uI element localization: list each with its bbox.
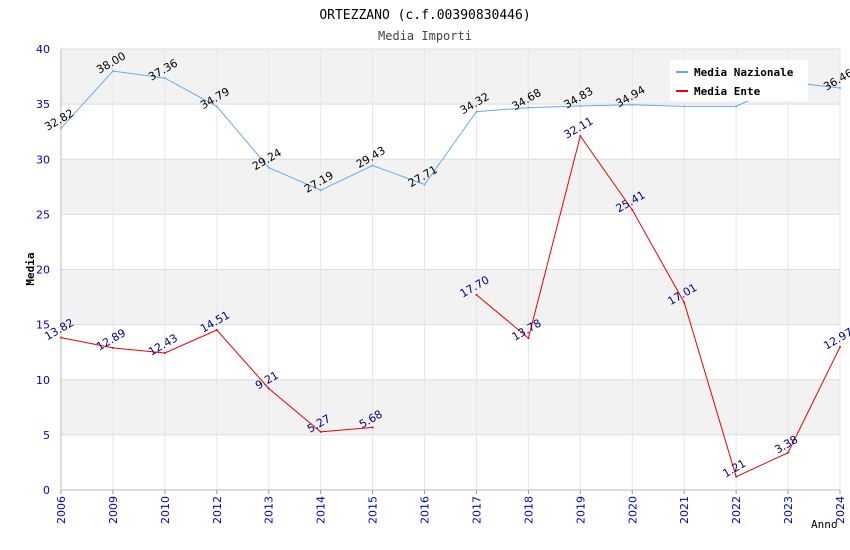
y-tick-label: 35 bbox=[36, 98, 50, 111]
x-tick-label: 2010 bbox=[159, 496, 172, 524]
data-point-media-nazionale bbox=[839, 87, 841, 90]
plot-band bbox=[61, 434, 840, 490]
data-point-media-nazionale bbox=[267, 166, 270, 169]
plot-band bbox=[61, 324, 840, 380]
data-point-media-ente bbox=[215, 329, 218, 332]
data-point-media-ente bbox=[163, 351, 166, 354]
x-tick-label: 2013 bbox=[263, 496, 276, 524]
x-tick-label: 2018 bbox=[522, 496, 535, 524]
y-tick-label: 10 bbox=[36, 374, 50, 387]
x-tick-label: 2006 bbox=[55, 496, 68, 524]
data-point-media-nazionale bbox=[371, 164, 374, 167]
y-tick-label: 20 bbox=[36, 264, 50, 277]
data-point-media-nazionale bbox=[475, 110, 478, 113]
y-tick-label: 30 bbox=[36, 153, 50, 166]
data-point-media-ente bbox=[319, 430, 322, 433]
plot-band bbox=[61, 104, 840, 160]
series-line-media-ente bbox=[476, 134, 841, 478]
data-point-media-nazionale bbox=[111, 70, 114, 73]
legend-label-media-nazionale: Media Nazionale bbox=[694, 66, 794, 79]
x-tick-label: 2015 bbox=[367, 496, 380, 524]
data-point-media-nazionale bbox=[527, 106, 530, 109]
legend-label-media-ente: Media Ente bbox=[694, 85, 761, 98]
data-point-media-nazionale bbox=[683, 105, 686, 108]
y-tick-label: 25 bbox=[36, 208, 50, 221]
data-point-media-ente bbox=[267, 387, 270, 390]
y-axis-title: Media bbox=[24, 252, 37, 285]
y-tick-label: 0 bbox=[43, 484, 50, 497]
data-point-media-nazionale bbox=[60, 127, 62, 130]
x-tick-label: 2019 bbox=[574, 496, 587, 524]
data-point-media-ente bbox=[787, 451, 790, 454]
x-tick-label: 2017 bbox=[470, 496, 483, 524]
data-point-media-nazionale bbox=[163, 77, 166, 80]
series-line-media-nazionale bbox=[60, 70, 841, 191]
series-layer bbox=[60, 70, 841, 478]
chart-title: ORTEZZANO (c.f.00390830446) bbox=[319, 8, 530, 23]
plot-band bbox=[61, 269, 840, 325]
data-point-media-ente bbox=[475, 293, 478, 296]
legend-box bbox=[670, 60, 808, 101]
axes: 0 5 10 15 20 25 30 35 40 2006 2009 2010 2012 2013 2014… bbox=[36, 43, 847, 524]
x-tick-label: 2009 bbox=[107, 496, 120, 524]
data-point-media-ente bbox=[631, 208, 634, 211]
plot-band bbox=[61, 379, 840, 435]
x-tick-label: 2014 bbox=[315, 496, 328, 524]
data-point-media-nazionale bbox=[735, 105, 738, 108]
x-tick-label: 2024 bbox=[834, 496, 847, 524]
y-tick-label: 15 bbox=[36, 319, 50, 332]
data-point-media-nazionale bbox=[319, 189, 322, 192]
x-axis-title: Anno bbox=[811, 518, 838, 531]
y-tick-label: 5 bbox=[43, 429, 50, 442]
data-point-media-ente bbox=[371, 426, 374, 429]
x-tick-label: 2022 bbox=[730, 496, 743, 524]
data-point-media-ente bbox=[579, 134, 582, 137]
x-tick-label: 2016 bbox=[419, 496, 432, 524]
data-point-media-ente bbox=[683, 301, 686, 304]
x-tick-label: 2012 bbox=[211, 496, 224, 524]
data-point-media-nazionale bbox=[215, 105, 218, 108]
x-tick-label: 2021 bbox=[678, 496, 691, 524]
data-point-media-nazionale bbox=[579, 104, 582, 107]
legend: Media Nazionale Media Ente bbox=[670, 60, 808, 101]
data-point-media-ente bbox=[111, 346, 114, 349]
data-point-media-ente bbox=[839, 346, 841, 349]
y-tick-label: 40 bbox=[36, 43, 50, 56]
data-point-media-ente bbox=[527, 337, 530, 340]
plot-band bbox=[61, 159, 840, 215]
chart-subtitle: Media Importi bbox=[378, 29, 472, 43]
data-point-media-nazionale bbox=[423, 183, 426, 186]
plot-band bbox=[61, 214, 840, 270]
data-point-media-ente bbox=[60, 336, 62, 339]
data-point-media-ente bbox=[735, 475, 738, 478]
x-tick-label: 2020 bbox=[626, 496, 639, 524]
x-tick-label: 2023 bbox=[782, 496, 795, 524]
data-point-media-nazionale bbox=[631, 103, 634, 106]
